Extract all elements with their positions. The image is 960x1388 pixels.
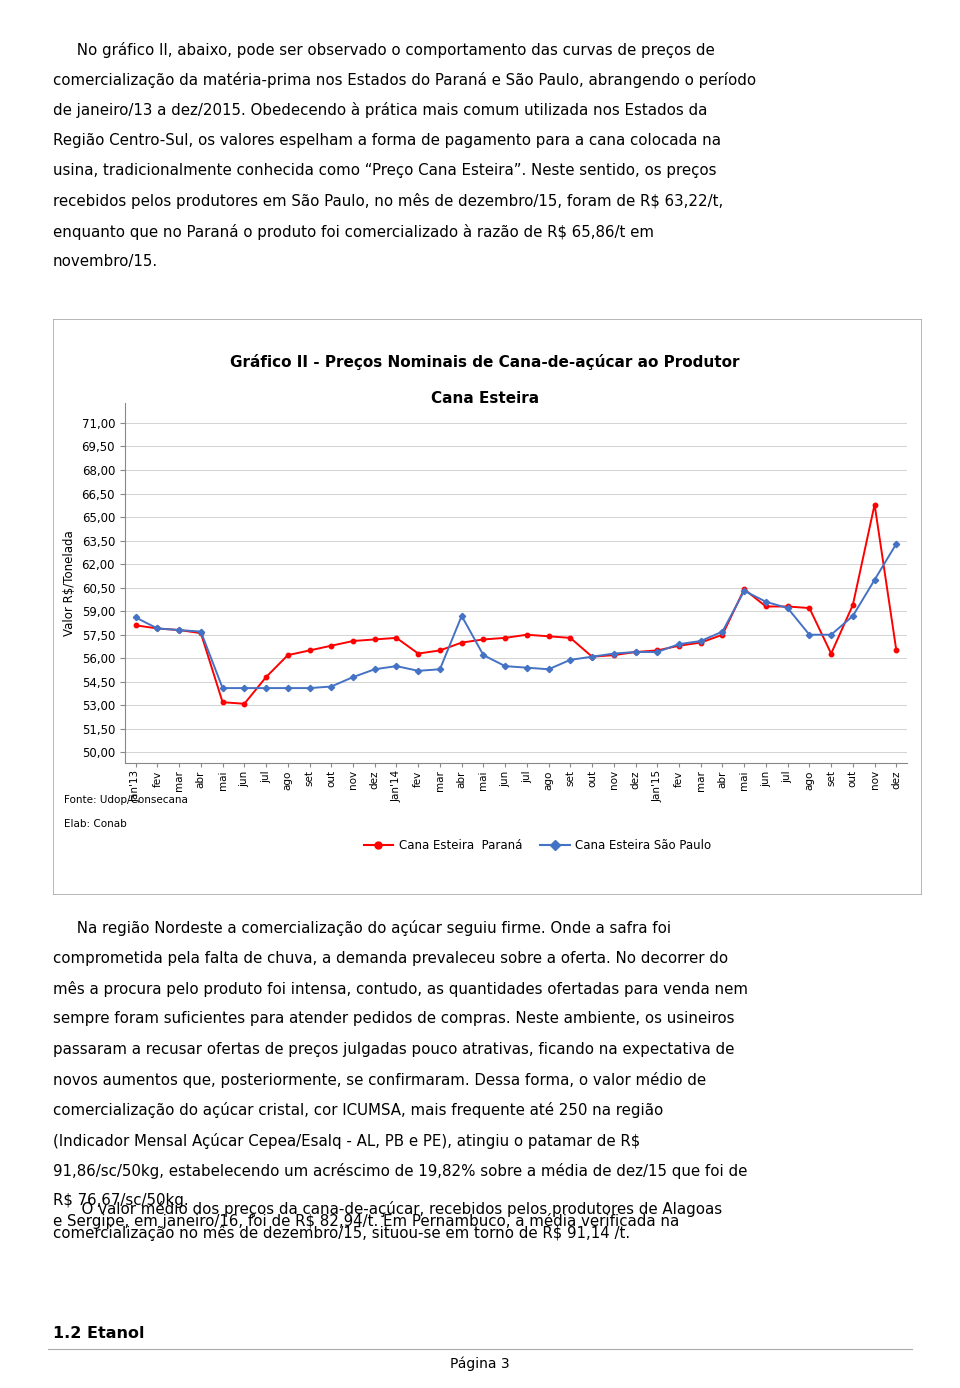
Text: Página 3: Página 3 (450, 1357, 510, 1371)
Text: Fonte: Udop/Consecana: Fonte: Udop/Consecana (64, 795, 188, 805)
Text: e Sergipe, em janeiro/16, foi de R$ 82,94/t. Em Pernambuco, a média verificada n: e Sergipe, em janeiro/16, foi de R$ 82,9… (53, 1213, 679, 1228)
Text: comercialização no mês de dezembro/15, situou-se em torno de R$ 91,14 /t.: comercialização no mês de dezembro/15, s… (53, 1224, 630, 1241)
Text: enquanto que no Paraná o produto foi comercializado à razão de R$ 65,86/t em: enquanto que no Paraná o produto foi com… (53, 223, 654, 240)
Text: passaram a recusar ofertas de preços julgadas pouco atrativas, ficando na expect: passaram a recusar ofertas de preços jul… (53, 1041, 734, 1056)
Text: comprometida pela falta de chuva, a demanda prevaleceu sobre a oferta. No decorr: comprometida pela falta de chuva, a dema… (53, 951, 728, 966)
Text: Cana Esteira: Cana Esteira (431, 391, 539, 407)
Text: novembro/15.: novembro/15. (53, 254, 158, 269)
Y-axis label: Valor R$/Tonelada: Valor R$/Tonelada (63, 530, 76, 636)
Text: recebidos pelos produtores em São Paulo, no mês de dezembro/15, foram de R$ 63,2: recebidos pelos produtores em São Paulo,… (53, 193, 723, 210)
Text: usina, tradicionalmente conhecida como “Preço Cana Esteira”. Neste sentido, os p: usina, tradicionalmente conhecida como “… (53, 162, 716, 178)
Text: O valor médio dos preços da cana-de-açúcar, recebidos pelos produtores de Alagoa: O valor médio dos preços da cana-de-açúc… (53, 1201, 722, 1217)
Text: novos aumentos que, posteriormente, se confirmaram. Dessa forma, o valor médio d: novos aumentos que, posteriormente, se c… (53, 1072, 706, 1088)
Text: Região Centro-Sul, os valores espelham a forma de pagamento para a cana colocada: Região Centro-Sul, os valores espelham a… (53, 133, 721, 147)
Text: Na região Nordeste a comercialização do açúcar seguiu firme. Onde a safra foi: Na região Nordeste a comercialização do … (53, 920, 671, 937)
Legend: Cana Esteira  Paraná, Cana Esteira São Paulo: Cana Esteira Paraná, Cana Esteira São Pa… (359, 834, 716, 858)
Text: 91,86/sc/50kg, estabelecendo um acréscimo de 19,82% sobre a média de dez/15 que : 91,86/sc/50kg, estabelecendo um acréscim… (53, 1163, 747, 1178)
Text: de janeiro/13 a dez/2015. Obedecendo à prática mais comum utilizada nos Estados : de janeiro/13 a dez/2015. Obedecendo à p… (53, 103, 708, 118)
Text: Gráfico II - Preços Nominais de Cana-de-açúcar ao Produtor: Gráfico II - Preços Nominais de Cana-de-… (230, 354, 739, 371)
Text: sempre foram suficientes para atender pedidos de compras. Neste ambiente, os usi: sempre foram suficientes para atender pe… (53, 1012, 734, 1026)
Text: mês a procura pelo produto foi intensa, contudo, as quantidades ofertadas para v: mês a procura pelo produto foi intensa, … (53, 981, 748, 997)
Text: 1.2 Etanol: 1.2 Etanol (53, 1326, 144, 1341)
Text: No gráfico II, abaixo, pode ser observado o comportamento das curvas de preços d: No gráfico II, abaixo, pode ser observad… (53, 42, 714, 58)
Text: Elab: Conab: Elab: Conab (64, 819, 127, 829)
Text: (Indicador Mensal Açúcar Cepea/Esalq - AL, PB e PE), atingiu o patamar de R$: (Indicador Mensal Açúcar Cepea/Esalq - A… (53, 1133, 640, 1148)
Text: comercialização do açúcar cristal, cor ICUMSA, mais frequente até 250 na região: comercialização do açúcar cristal, cor I… (53, 1102, 663, 1119)
Text: R$ 76,67/sc/50kg.: R$ 76,67/sc/50kg. (53, 1194, 188, 1208)
Text: comercialização da matéria-prima nos Estados do Paraná e São Paulo, abrangendo o: comercialização da matéria-prima nos Est… (53, 72, 756, 87)
